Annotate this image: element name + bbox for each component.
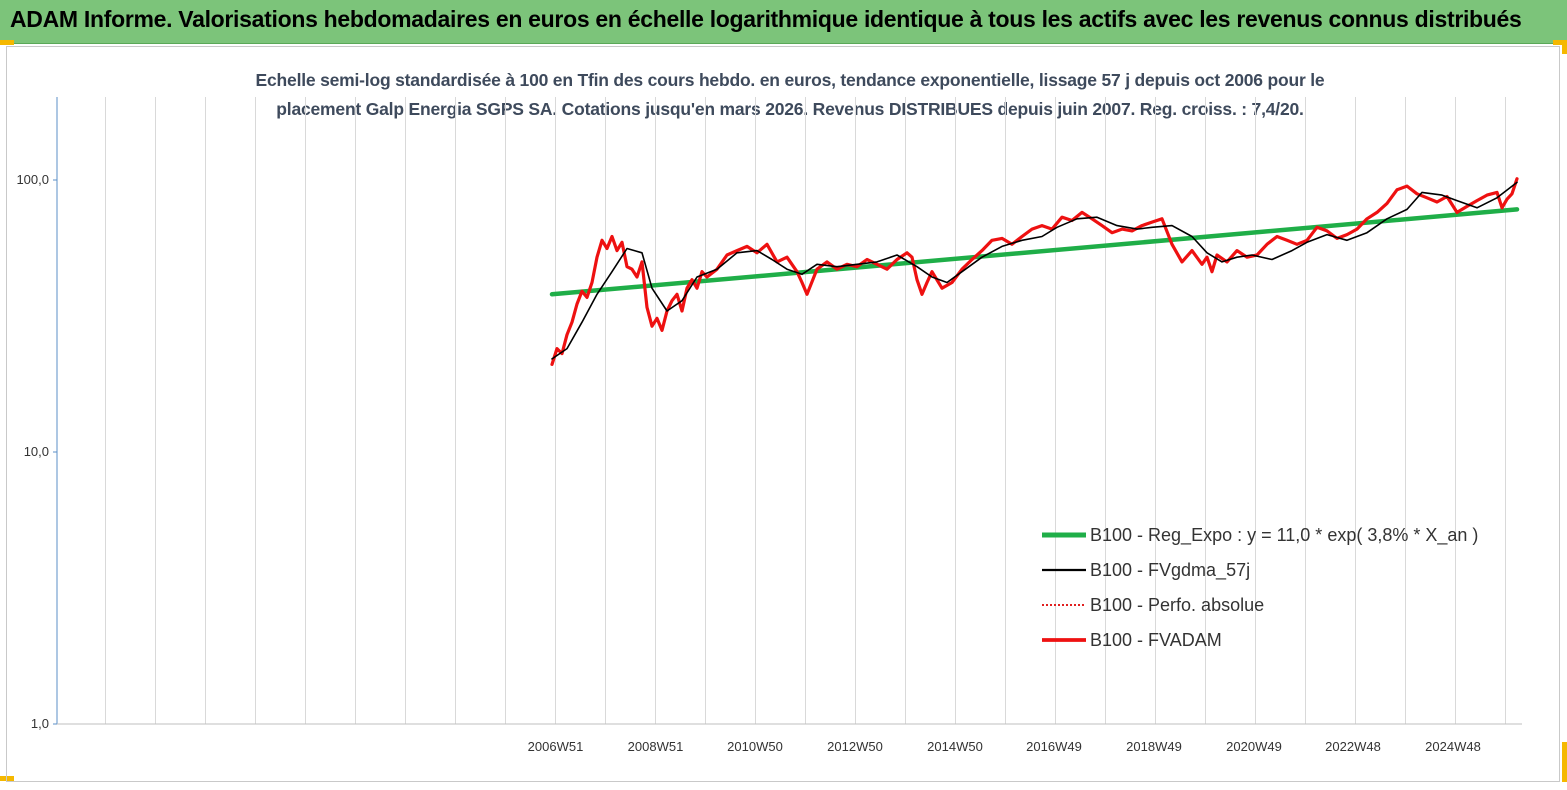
y-tick-label: 10,0 xyxy=(24,444,49,459)
y-axis-ticks: 1,0 10,0 100,0 xyxy=(16,172,57,731)
chart-legend: B100 - Reg_Expo : y = 11,0 * exp( 3,8% *… xyxy=(1042,525,1478,650)
page-title: ADAM Informe. Valorisations hebdomadaire… xyxy=(10,6,1522,32)
chart-series xyxy=(549,177,1520,366)
x-tick-label: 2006W51 xyxy=(528,739,584,754)
x-tick-label: 2016W49 xyxy=(1026,739,1082,754)
corner-mark-top-left xyxy=(0,40,14,45)
header-banner: ADAM Informe. Valorisations hebdomadaire… xyxy=(0,0,1567,44)
chart-grid xyxy=(105,97,1506,724)
x-tick-label: 2020W49 xyxy=(1226,739,1282,754)
chart-subtitle: Echelle semi-log standardisée à 100 en T… xyxy=(190,66,1390,124)
chart-subtitle-line-1: Echelle semi-log standardisée à 100 en T… xyxy=(255,70,1325,90)
y-tick-label: 100,0 xyxy=(16,172,49,187)
corner-mark-right-lower xyxy=(1562,742,1567,782)
legend-label-2: B100 - Perfo. absolue xyxy=(1090,595,1264,615)
corner-mark-top-right xyxy=(1553,40,1567,45)
legend-label-0: B100 - Reg_Expo : y = 11,0 * exp( 3,8% *… xyxy=(1090,525,1478,546)
chart-frame xyxy=(6,46,1560,782)
chart-subtitle-line-2: placement Galp Energia SGPS SA. Cotation… xyxy=(276,99,1304,119)
corner-mark-bottom-left xyxy=(0,776,14,781)
x-tick-label: 2018W49 xyxy=(1126,739,1182,754)
x-tick-label: 2022W48 xyxy=(1325,739,1381,754)
corner-mark-right-upper xyxy=(1562,40,1567,54)
x-tick-label: 2010W50 xyxy=(727,739,783,754)
series-line-1 xyxy=(551,181,1518,360)
legend-label-3: B100 - FVADAM xyxy=(1090,630,1222,650)
series-line-0 xyxy=(549,207,1520,297)
x-tick-label: 2008W51 xyxy=(628,739,684,754)
x-tick-label: 2024W48 xyxy=(1425,739,1481,754)
x-axis-ticks: 2006W51 2008W51 2010W50 2012W50 2014W50 2016W… xyxy=(528,739,1481,754)
x-tick-label: 2014W50 xyxy=(927,739,983,754)
chart-axes xyxy=(56,97,1522,725)
y-tick-label: 1,0 xyxy=(31,716,49,731)
x-tick-label: 2012W50 xyxy=(827,739,883,754)
series-line-3 xyxy=(550,177,1519,366)
legend-label-1: B100 - FVgdma_57j xyxy=(1090,560,1250,581)
